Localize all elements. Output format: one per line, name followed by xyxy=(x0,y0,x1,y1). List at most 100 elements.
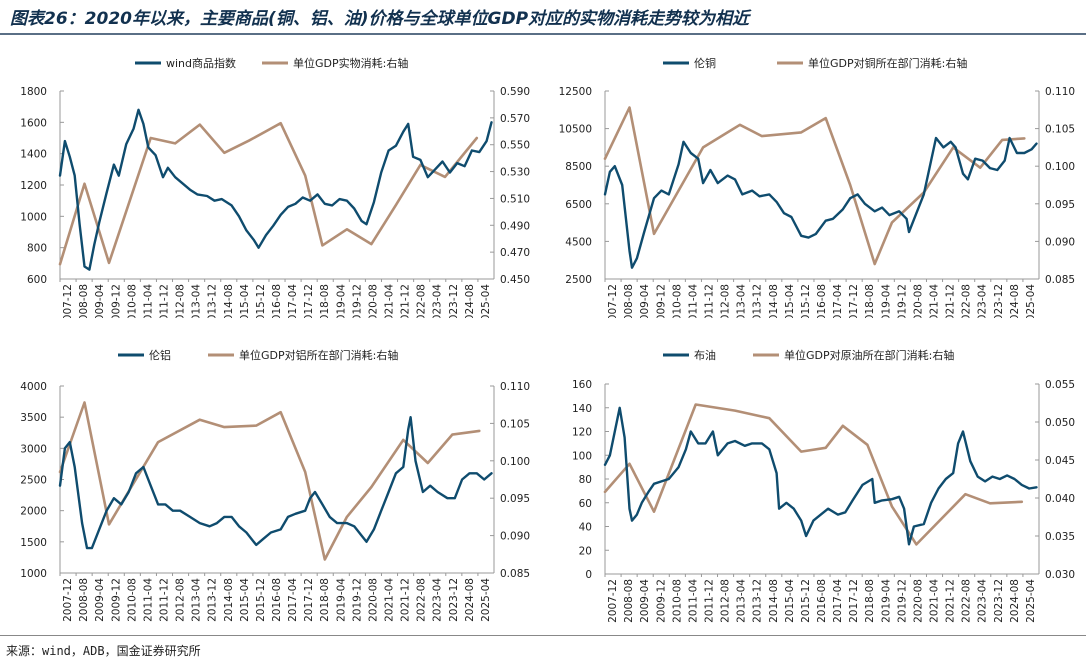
x-tick-label: 2009-04 xyxy=(94,578,106,622)
x-tick-label: 2022-08 xyxy=(416,284,428,318)
x-tick-label: 2013-04 xyxy=(736,579,748,623)
x-tick-label: 2014-08 xyxy=(223,284,235,318)
right-tick-label: 0.550 xyxy=(500,140,530,152)
right-tick-label: 0.590 xyxy=(500,86,530,98)
x-tick-label: 2007-12 xyxy=(607,579,619,623)
x-tick-label: 2009-12 xyxy=(655,579,667,623)
x-tick-label: 2013-12 xyxy=(207,284,219,318)
left-series-line xyxy=(603,136,1038,269)
left-tick-label: 600 xyxy=(27,274,47,286)
x-tick-label: 2010-08 xyxy=(126,284,138,318)
chart-brent-oil: 布油 单位GDP对原油所在部门消耗:右轴 0 20 40 60 80 100 120 140 160… xyxy=(572,348,1075,623)
x-tick-label: 2017-12 xyxy=(848,284,860,318)
page-title: 图表26：2020年以来，主要商品(铜、铝、油)价格与全球单位GDP对应的实物消… xyxy=(10,9,750,29)
x-tick-label: 2017-04 xyxy=(287,578,299,622)
x-tick-label: 2016-08 xyxy=(271,284,283,318)
left-tick-label: 3500 xyxy=(20,412,47,424)
x-tick-label: 2009-04 xyxy=(639,579,651,623)
right-tick-label: 0.095 xyxy=(1045,199,1075,211)
x-tick-label: 2022-08 xyxy=(961,579,973,623)
x-tick-label: 2016-08 xyxy=(271,578,283,622)
x-tick-label: 2018-08 xyxy=(864,284,876,318)
left-tick-label: 4000 xyxy=(20,381,47,393)
right-tick-label: 0.100 xyxy=(1045,161,1075,173)
x-tick-label: 2011-04 xyxy=(142,284,154,318)
x-tick-label: 2021-12 xyxy=(400,578,412,622)
x-tick-label: 2009-12 xyxy=(655,284,667,318)
x-tick-label: 2021-04 xyxy=(929,579,941,623)
left-tick-label: 1600 xyxy=(20,117,47,129)
x-tick-label: 2011-12 xyxy=(158,578,170,622)
x-tick-label: 2018-08 xyxy=(319,284,331,318)
left-series-line xyxy=(603,406,1038,546)
legend-label: 单位GDP对铝所在部门消耗:右轴 xyxy=(239,348,398,362)
x-tick-label: 2008-08 xyxy=(78,578,90,622)
x-tick-label: 2021-12 xyxy=(945,579,957,623)
left-tick-label: 80 xyxy=(579,474,592,486)
x-tick-label: 2013-12 xyxy=(207,578,219,622)
x-tick-label: 2011-04 xyxy=(687,284,699,318)
x-tick-label: 2017-12 xyxy=(303,284,315,318)
x-tick-label: 2007-12 xyxy=(62,578,74,622)
left-tick-label: 120 xyxy=(572,427,592,439)
right-tick-label: 0.030 xyxy=(1045,569,1075,581)
x-tick-label: 2010-08 xyxy=(671,579,683,623)
source-divider xyxy=(0,635,1086,636)
left-tick-label: 1800 xyxy=(20,86,47,98)
x-tick-label: 2015-04 xyxy=(784,284,796,318)
right-tick-label: 0.085 xyxy=(1045,274,1075,286)
x-tick-label: 2024-08 xyxy=(1009,284,1021,318)
right-tick-label: 0.035 xyxy=(1045,531,1075,543)
x-tick-label: 2009-12 xyxy=(110,284,122,318)
left-tick-label: 2500 xyxy=(565,274,592,286)
x-tick-label: 2013-12 xyxy=(752,579,764,623)
right-series-line xyxy=(58,121,479,266)
legend-label: 伦铜 xyxy=(694,56,716,70)
left-tick-label: 100 xyxy=(572,450,592,462)
right-tick-label: 0.055 xyxy=(1045,379,1075,391)
x-tick-label: 2017-04 xyxy=(832,579,844,623)
x-tick-label: 2010-08 xyxy=(671,284,683,318)
left-tick-label: 1500 xyxy=(20,537,47,549)
x-tick-label: 2012-08 xyxy=(175,284,187,318)
x-tick-label: 2023-12 xyxy=(448,578,460,622)
left-tick-label: 8500 xyxy=(565,161,592,173)
x-tick-label: 2007-12 xyxy=(607,284,619,318)
x-tick-label: 2008-08 xyxy=(623,284,635,318)
x-tick-label: 2021-04 xyxy=(384,284,396,318)
chart-lme-aluminum: 伦铝 单位GDP对铝所在部门消耗:右轴 1000 1500 2000 2500 3000 35… xyxy=(20,348,530,622)
legend-label: wind商品指数 xyxy=(166,56,236,70)
x-tick-label: 2014-08 xyxy=(768,579,780,623)
right-tick-label: 0.095 xyxy=(500,493,530,505)
x-tick-label: 2020-08 xyxy=(367,578,379,622)
x-tick-label: 2011-12 xyxy=(703,284,715,318)
x-tick-label: 2011-04 xyxy=(142,578,154,622)
right-tick-label: 0.105 xyxy=(1045,124,1075,136)
x-tick-label: 2021-04 xyxy=(929,284,941,318)
right-tick-label: 0.085 xyxy=(500,568,530,580)
x-tick-label: 2013-04 xyxy=(191,284,203,318)
left-series-line xyxy=(58,108,493,271)
x-tick-label: 2009-04 xyxy=(639,284,651,318)
x-tick-label: 2020-08 xyxy=(912,284,924,318)
left-series-line xyxy=(58,415,493,550)
left-tick-label: 12500 xyxy=(559,86,592,98)
source-note: 来源：wind，ADB，国金证券研究所 xyxy=(6,644,201,658)
right-tick-label: 0.090 xyxy=(1045,236,1075,248)
x-tick-label: 2019-12 xyxy=(896,579,908,623)
x-tick-label: 2019-04 xyxy=(880,579,892,623)
legend-label: 单位GDP实物消耗:右轴 xyxy=(293,56,408,70)
x-tick-label: 2017-12 xyxy=(303,578,315,622)
legend: 伦铜 单位GDP对铜所在部门消耗:右轴 xyxy=(663,56,967,70)
x-tick-label: 2017-04 xyxy=(832,284,844,318)
right-tick-label: 0.530 xyxy=(500,167,530,179)
x-tick-label: 2020-08 xyxy=(367,284,379,318)
x-tick-label: 2023-12 xyxy=(993,579,1005,623)
x-tick-label: 2019-04 xyxy=(335,578,347,622)
x-tick-label: 2025-04 xyxy=(1025,579,1037,623)
x-tick-label: 2019-12 xyxy=(896,284,908,318)
x-tick-label: 2023-04 xyxy=(432,284,444,318)
right-tick-label: 0.050 xyxy=(1045,417,1075,429)
x-tick-label: 2021-04 xyxy=(384,578,396,622)
left-tick-label: 1000 xyxy=(20,211,47,223)
